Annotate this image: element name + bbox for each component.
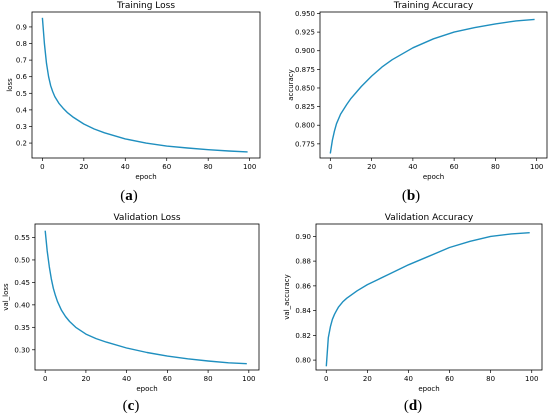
panel-caption-c: (c)	[122, 398, 140, 414]
y-tick-label: 0.88	[295, 258, 311, 266]
y-tick-label: 0.6	[16, 73, 28, 81]
chart-panel-c: Validation Loss 0 20 40 60 80 100 0.30 0.35 0.40 0…	[2, 213, 260, 393]
y-tick-label: 0.40	[14, 301, 30, 309]
y-tick-label: 0.80	[295, 357, 311, 365]
y-tick-label: 0.950	[295, 10, 315, 18]
y-tick-label: 0.850	[295, 84, 315, 92]
x-tick-label: 100	[525, 375, 538, 383]
panel-caption-b: (b)	[401, 188, 421, 204]
x-tick-label: 80	[486, 375, 495, 383]
y-tick-label: 0.900	[295, 47, 315, 55]
x-tick-label: 40	[404, 375, 413, 383]
y-tick-label: 0.2	[16, 140, 27, 148]
y-tick-label: 0.3	[16, 123, 27, 131]
y-tick-label: 0.5	[16, 90, 27, 98]
x-tick-label: 60	[450, 163, 459, 171]
x-tick-label: 40	[122, 375, 131, 383]
axes-frame	[34, 223, 260, 371]
y-axis-label: accuracy	[287, 69, 295, 101]
y-tick-label: 0.800	[295, 122, 315, 130]
chart-panel-a: Training Loss 0 20 40 60 80 100 0.2 0.3 0.4 0.5 0.6…	[6, 1, 261, 181]
y-tick-label: 0.9	[16, 23, 27, 31]
axes-frame	[31, 11, 261, 159]
y-axis-label: val_loss	[2, 283, 10, 311]
x-tick-label: 20	[367, 163, 376, 171]
chart-title: Training Accuracy	[393, 1, 474, 11]
x-tick-label: 60	[163, 375, 172, 383]
y-tick-label: 0.50	[14, 256, 30, 264]
y-tick-label: 0.4	[16, 106, 28, 114]
x-tick-label: 80	[204, 375, 213, 383]
x-tick-label: 0	[328, 163, 332, 171]
x-tick-label: 0	[43, 375, 47, 383]
x-axis-label: epoch	[135, 173, 156, 181]
series-line	[329, 18, 535, 154]
y-axis-label: loss	[6, 78, 14, 92]
y-tick-label: 0.82	[295, 332, 311, 340]
series-line	[41, 17, 248, 153]
y-tick-label: 0.925	[295, 29, 315, 37]
y-tick-label: 0.86	[295, 282, 311, 290]
chart-title: Training Loss	[116, 1, 175, 11]
caption-letter: c	[127, 398, 135, 414]
x-tick-label: 60	[162, 163, 171, 171]
x-tick-label: 20	[79, 163, 88, 171]
y-tick-label: 0.90	[295, 233, 311, 241]
y-tick-label: 0.775	[295, 140, 315, 148]
y-tick-label: 0.875	[295, 66, 315, 74]
series-line	[325, 232, 530, 367]
y-tick-label: 0.35	[14, 324, 30, 332]
x-axis-label: epoch	[136, 385, 157, 393]
chart-title: Validation Accuracy	[385, 213, 474, 223]
y-tick-label: 0.55	[14, 234, 30, 242]
x-tick-label: 20	[81, 375, 90, 383]
x-tick-label: 0	[324, 375, 328, 383]
x-tick-label: 0	[40, 163, 44, 171]
x-tick-label: 80	[204, 163, 213, 171]
caption-letter: d	[408, 398, 418, 414]
y-tick-label: 0.7	[16, 57, 27, 65]
x-tick-label: 20	[363, 375, 372, 383]
x-tick-label: 40	[121, 163, 130, 171]
x-axis-label: epoch	[418, 385, 439, 393]
x-tick-label: 80	[491, 163, 500, 171]
chart-panel-d: Validation Accuracy 0 20 40 60 80 100 0.80 0.82 0…	[283, 213, 543, 393]
axes-frame	[315, 223, 543, 371]
axes-frame	[319, 11, 548, 159]
y-axis-label: val_accuracy	[283, 274, 291, 319]
panel-caption-d: (d)	[403, 398, 423, 414]
y-tick-label: 0.84	[295, 307, 311, 315]
chart-title: Validation Loss	[113, 213, 180, 223]
y-tick-label: 0.8	[16, 40, 27, 48]
series-line	[44, 230, 247, 365]
caption-letter: b	[406, 188, 416, 204]
x-axis-label: epoch	[423, 173, 444, 181]
x-tick-label: 40	[408, 163, 417, 171]
chart-panel-b: Training Accuracy 0 20 40 60 80 100 0.775 0.800 0…	[287, 1, 548, 181]
x-tick-label: 60	[445, 375, 454, 383]
y-tick-label: 0.45	[14, 279, 30, 287]
x-tick-label: 100	[530, 163, 543, 171]
y-tick-label: 0.825	[295, 103, 315, 111]
x-tick-label: 100	[242, 375, 255, 383]
y-tick-label: 0.30	[14, 346, 30, 354]
x-tick-label: 100	[243, 163, 256, 171]
panel-caption-a: (a)	[120, 188, 138, 204]
caption-letter: a	[125, 188, 133, 204]
